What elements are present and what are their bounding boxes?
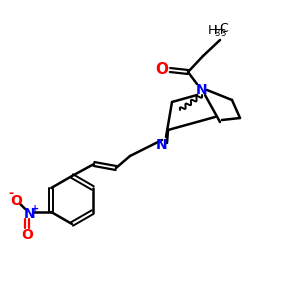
Text: O: O	[155, 62, 169, 77]
Text: N: N	[196, 83, 208, 97]
Text: -: -	[9, 188, 14, 200]
Text: O: O	[10, 194, 22, 208]
Text: H: H	[213, 25, 223, 38]
Text: C: C	[220, 22, 228, 35]
Text: 3: 3	[214, 28, 220, 38]
Text: N: N	[156, 138, 168, 152]
Text: N: N	[23, 207, 35, 221]
Text: H: H	[207, 23, 217, 37]
Text: 3: 3	[220, 29, 226, 38]
Text: +: +	[31, 204, 39, 214]
Text: O: O	[21, 228, 33, 242]
